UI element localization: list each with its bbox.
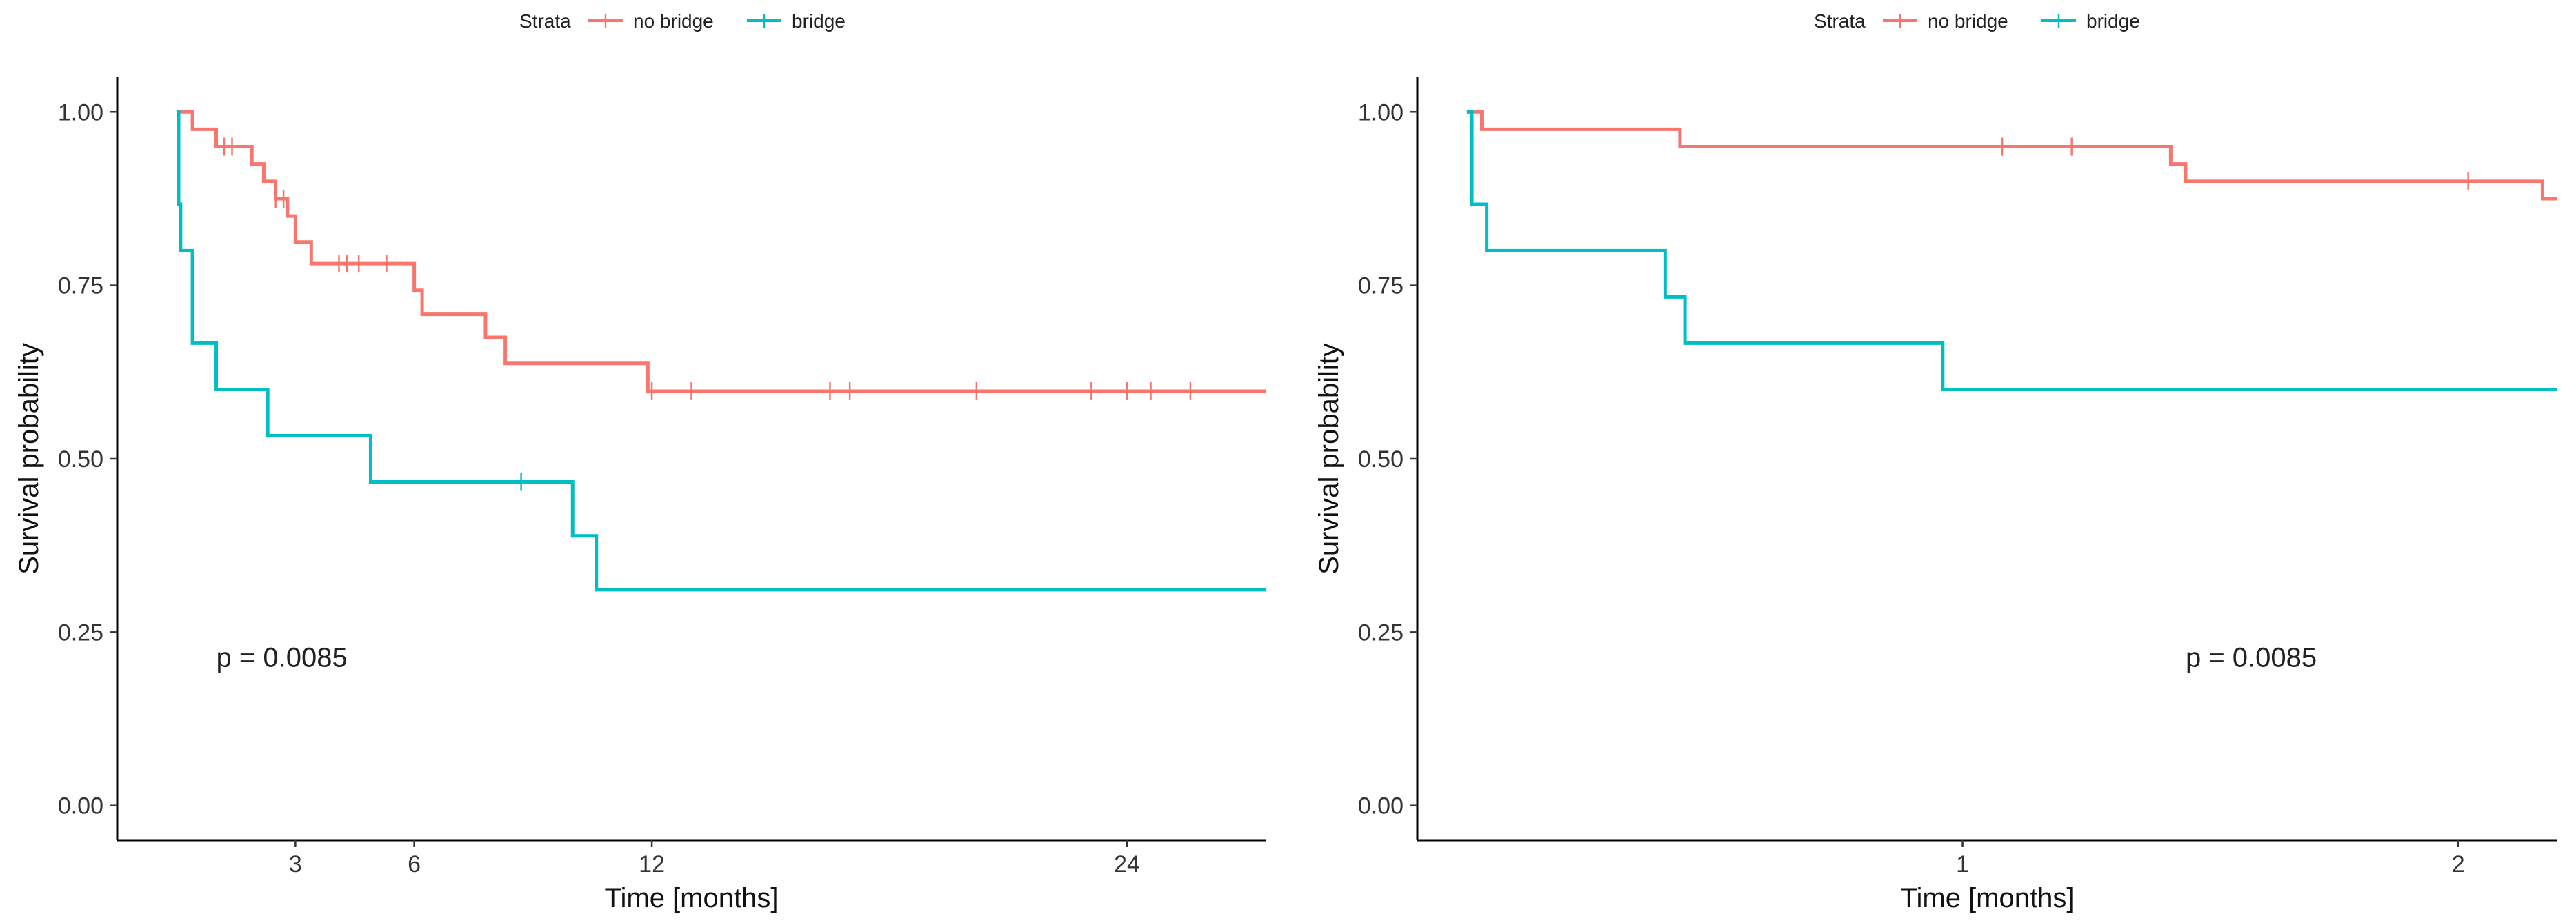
panel2-x-tick-label: 2	[2452, 851, 2465, 877]
panel1-y-tick-label: 0.00	[58, 793, 103, 820]
panel1-y-tick-label: 0.50	[58, 446, 103, 473]
panel2-series-bridge-line	[1466, 110, 2557, 391]
panel2-legend-title: Strata	[1814, 10, 1866, 32]
panel2-x-tick-label: 1	[1956, 851, 1969, 877]
panel1-y-axis-title: Survival probability	[14, 343, 44, 575]
panel1-series-no-bridge-line	[177, 110, 1266, 393]
panel2-y-tick-label: 0.00	[1358, 793, 1404, 820]
panel1-x-axis-title: Time [months]	[605, 883, 779, 913]
panel2-y-tick-label: 0.75	[1358, 273, 1404, 299]
panel2-series-no-bridge-line	[1466, 110, 2557, 201]
panel2-legend-entry-no-bridge: no bridge	[1928, 10, 2008, 32]
panel1-x-tick-label: 3	[289, 851, 302, 877]
panel2-p-value-annotation: p = 0.0085	[2186, 643, 2317, 673]
panel1-series-bridge-line	[177, 110, 1266, 592]
panel2-legend-entry-bridge: bridge	[2086, 10, 2140, 32]
panel2-y-tick-label: 0.25	[1358, 619, 1404, 646]
panel2-x-axis-title: Time [months]	[1901, 883, 2075, 913]
panel1-x-tick-label: 12	[639, 851, 665, 877]
panel1-y-tick-label: 0.75	[58, 273, 103, 299]
panel1-legend-title: Strata	[519, 10, 571, 32]
panel1-x-tick-label: 24	[1114, 851, 1140, 877]
panel1-legend-entry-no-bridge: no bridge	[633, 10, 714, 32]
panel2-y-tick-label: 1.00	[1358, 99, 1404, 126]
panel2-y-axis-title: Survival probability	[1314, 343, 1344, 575]
panel1-x-tick-label: 6	[408, 851, 421, 877]
panel1-y-tick-label: 1.00	[58, 99, 103, 126]
panel1-p-value-annotation: p = 0.0085	[217, 643, 348, 673]
panel1-legend-entry-bridge: bridge	[792, 10, 846, 32]
panel1-y-tick-label: 0.25	[58, 619, 103, 646]
panel2-y-tick-label: 0.50	[1358, 446, 1404, 473]
